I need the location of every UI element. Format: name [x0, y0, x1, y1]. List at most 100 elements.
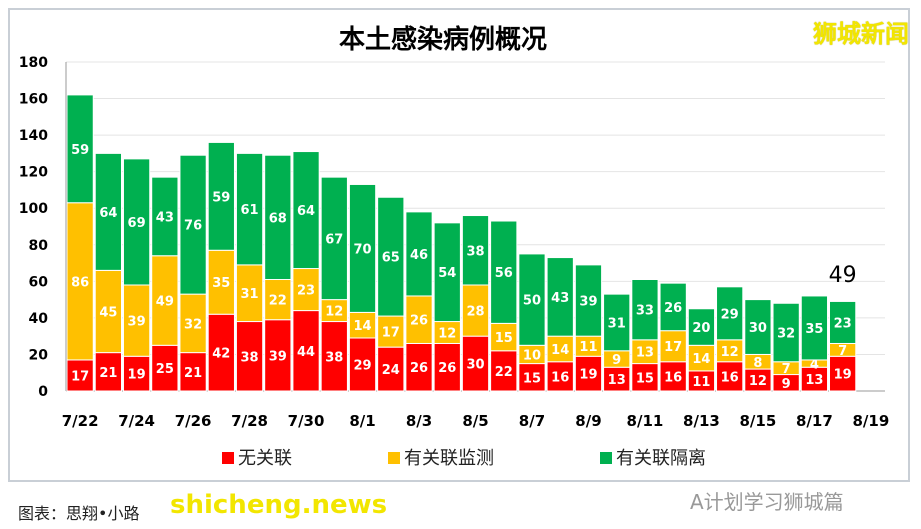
- legend-swatch: [388, 452, 400, 464]
- x-tick-label: 8/11: [627, 412, 664, 430]
- data-label: 16: [551, 370, 569, 385]
- data-label: 25: [156, 362, 174, 377]
- bar-segment: [574, 355, 603, 392]
- x-tick-label: 8/7: [519, 412, 545, 430]
- bar-segment: [490, 322, 518, 352]
- data-label: 22: [269, 294, 287, 309]
- bar-segment: [122, 355, 151, 392]
- x-tick-label: 8/17: [796, 412, 833, 430]
- bar-segment: [377, 346, 405, 392]
- bar-segment: [433, 222, 461, 323]
- x-tick-label: 8/19: [852, 412, 889, 430]
- data-label: 11: [579, 340, 597, 355]
- data-label: 68: [269, 211, 287, 226]
- data-label: 32: [184, 317, 202, 332]
- x-tick-label: 7/26: [175, 412, 212, 430]
- bar-segment: [348, 311, 377, 339]
- bar-segment: [66, 359, 94, 392]
- bar-segment: [179, 154, 207, 295]
- data-label: 45: [99, 305, 117, 320]
- data-label: 69: [128, 216, 146, 231]
- y-tick-label: 100: [19, 201, 48, 217]
- y-tick-label: 40: [29, 311, 49, 327]
- bar-segment: [377, 315, 405, 348]
- data-label: 70: [353, 242, 371, 257]
- bar-segment: [292, 151, 320, 270]
- legend-swatch: [600, 452, 612, 464]
- x-tick-label: 8/15: [740, 412, 777, 430]
- bar-segment: [348, 337, 377, 392]
- x-tick-label: 7/22: [62, 412, 99, 430]
- data-label: 26: [410, 314, 428, 329]
- bar-segment: [151, 344, 179, 392]
- data-label: 14: [551, 343, 569, 358]
- data-label: 26: [410, 361, 428, 376]
- watermark-top-right: 狮城新闻: [813, 20, 909, 48]
- y-tick-label: 160: [19, 92, 48, 108]
- bar-segment: [94, 352, 122, 392]
- x-tick-label: 8/1: [349, 412, 375, 430]
- data-label: 20: [692, 321, 710, 336]
- bar-segment: [744, 299, 772, 355]
- x-tick-label: 7/28: [231, 412, 268, 430]
- data-label: 19: [834, 368, 852, 383]
- bar-segment: [292, 310, 320, 392]
- bar-segment: [546, 361, 574, 392]
- data-label: 26: [664, 301, 682, 316]
- data-label: 8: [753, 356, 762, 371]
- data-label: 29: [721, 307, 739, 322]
- data-label: 13: [608, 373, 626, 388]
- data-label: 35: [805, 322, 823, 337]
- bar-segment: [433, 342, 461, 392]
- chart-frame: [8, 8, 910, 482]
- data-label: 64: [297, 204, 315, 219]
- x-tick-label: 7/30: [288, 412, 325, 430]
- data-label: 26: [438, 361, 456, 376]
- bar-segment: [292, 268, 320, 312]
- data-label: 59: [212, 190, 230, 205]
- bar-segment: [235, 264, 264, 323]
- data-label: 39: [269, 349, 287, 364]
- data-label: 29: [353, 358, 371, 373]
- bar-segment: [122, 284, 151, 357]
- data-label: 67: [325, 232, 343, 247]
- bar-segment: [207, 141, 235, 251]
- data-label: 16: [721, 370, 739, 385]
- x-tick-label: 8/3: [406, 412, 432, 430]
- data-label: 9: [782, 377, 791, 392]
- data-label: 28: [466, 305, 484, 320]
- data-label: 10: [523, 348, 541, 363]
- bar-segment: [348, 183, 377, 313]
- bar-segment: [264, 279, 292, 321]
- data-label: 39: [128, 315, 146, 330]
- x-tick-label: 7/24: [118, 412, 155, 430]
- data-label: 30: [466, 358, 484, 373]
- data-label: 31: [241, 287, 259, 302]
- bar-segment: [518, 253, 546, 346]
- bar-segment: [320, 176, 348, 301]
- bar-segment: [122, 158, 151, 286]
- data-label: 15: [523, 371, 541, 386]
- data-label: 17: [664, 340, 682, 355]
- data-label: 12: [749, 374, 767, 389]
- bar-segment: [490, 220, 518, 324]
- bar-segment: [518, 363, 546, 392]
- data-label: 15: [636, 371, 654, 386]
- bar-segment: [631, 279, 659, 341]
- data-label: 38: [466, 244, 484, 259]
- data-label: 31: [608, 316, 626, 331]
- bar-segment: [772, 302, 800, 363]
- bar-segment: [405, 295, 433, 344]
- data-label: 49: [156, 295, 174, 310]
- bar-segment: [66, 94, 94, 204]
- total-annotation: 49: [829, 263, 857, 288]
- data-label: 23: [834, 316, 852, 331]
- data-label: 17: [382, 326, 400, 341]
- bar-segment: [151, 255, 179, 346]
- data-label: 39: [579, 295, 597, 310]
- bar-segment: [659, 282, 687, 332]
- legend-label: 无关联: [238, 448, 292, 469]
- data-label: 13: [805, 373, 823, 388]
- data-label: 7: [838, 344, 847, 359]
